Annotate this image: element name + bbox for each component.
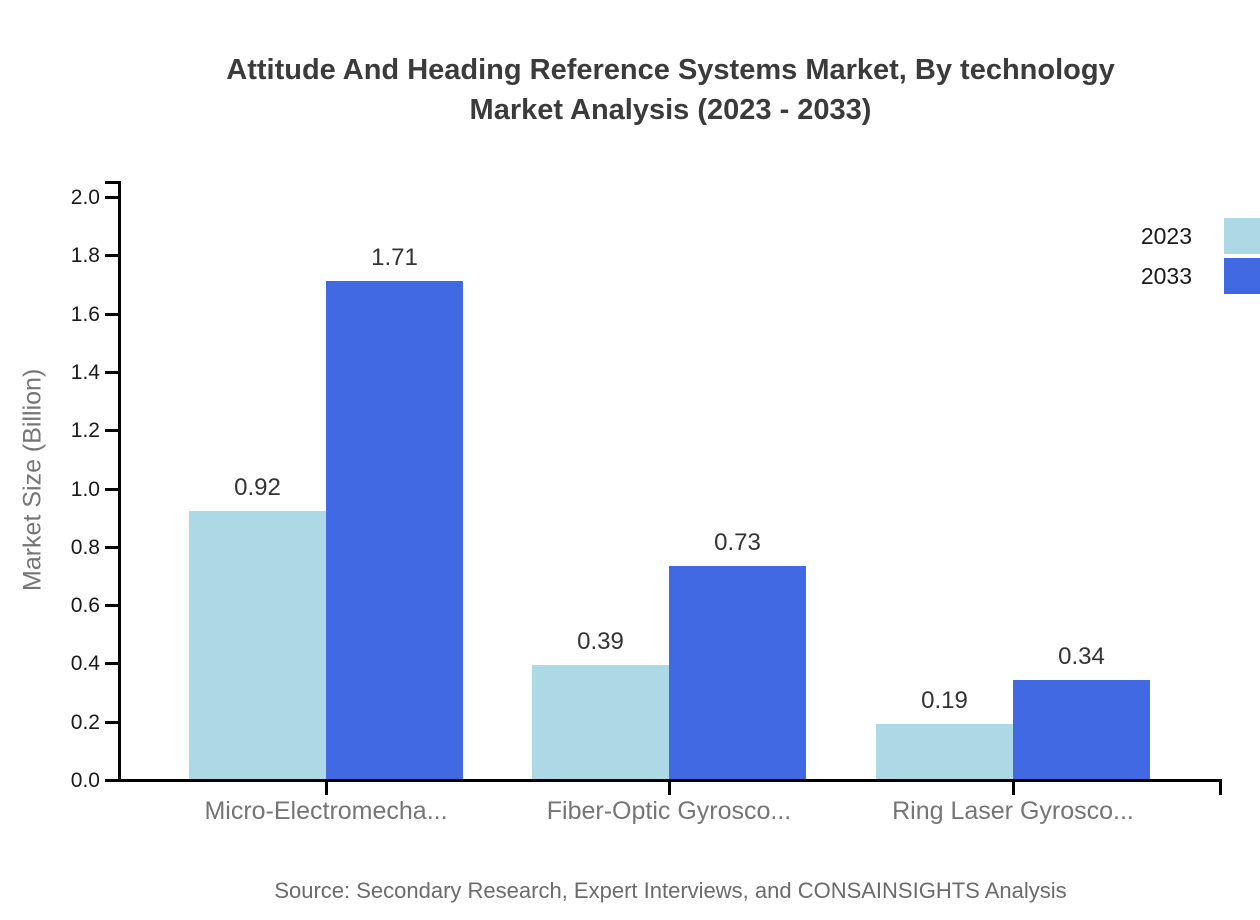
x-tick xyxy=(668,782,671,795)
y-tick-label: 2.0 xyxy=(70,186,100,209)
y-tick xyxy=(105,662,118,666)
y-tick-label: 1.2 xyxy=(70,419,100,443)
legend-entry-2033: 2033 xyxy=(1000,258,1260,294)
legend-swatch-2023 xyxy=(1224,218,1260,254)
y-tick-label: 1.8 xyxy=(70,244,100,268)
legend-entry-2023: 2023 xyxy=(1000,218,1260,254)
bar-value-label: 0.19 xyxy=(921,686,968,714)
y-tick-label: 0.0 xyxy=(70,769,100,792)
y-tick-label: 1.4 xyxy=(70,360,100,384)
category-label: Fiber-Optic Gyrosco... xyxy=(546,797,792,825)
source-note: Source: Secondary Research, Expert Inter… xyxy=(274,878,1067,903)
bar-2033 xyxy=(1013,679,1150,779)
y-axis-end-tick xyxy=(105,181,118,184)
bar-2023 xyxy=(532,665,669,779)
x-tick xyxy=(325,782,328,795)
chart-title: Attitude And Heading Reference Systems M… xyxy=(120,50,1221,130)
bar-2033 xyxy=(669,566,806,779)
y-tick xyxy=(105,720,118,724)
y-tick-label: 1.6 xyxy=(70,302,100,326)
chart-title-line2: Market Analysis (2023 - 2033) xyxy=(469,94,872,126)
y-tick xyxy=(105,196,118,199)
legend-label-2033: 2033 xyxy=(1140,262,1192,289)
y-tick-label: 0.2 xyxy=(70,710,100,734)
legend-label-2023: 2023 xyxy=(1140,222,1192,249)
bar-2023 xyxy=(876,723,1013,779)
y-tick-label: 0.4 xyxy=(70,652,100,676)
legend-swatch-2033 xyxy=(1224,258,1260,294)
y-tick xyxy=(105,370,118,374)
bar-2023 xyxy=(189,510,326,779)
y-tick xyxy=(105,429,118,433)
bar-2033 xyxy=(326,280,463,779)
chart-title-line1: Attitude And Heading Reference Systems M… xyxy=(226,54,1115,86)
bar-value-label: 0.73 xyxy=(714,529,761,557)
legend: 2023 2033 xyxy=(1000,218,1260,298)
y-tick-label: 0.8 xyxy=(70,535,100,559)
x-axis-line xyxy=(118,779,1222,782)
bar-value-label: 1.71 xyxy=(371,243,418,271)
y-tick xyxy=(105,779,118,782)
x-axis-end-tick xyxy=(1219,782,1222,795)
y-tick xyxy=(105,545,118,549)
category-label: Ring Laser Gyrosco... xyxy=(892,797,1134,825)
category-label: Micro-Electromecha... xyxy=(204,797,448,825)
y-tick-label: 1.0 xyxy=(70,477,100,501)
bar-value-label: 0.34 xyxy=(1058,642,1105,670)
bar-value-label: 0.39 xyxy=(577,628,624,656)
bar-value-label: 0.92 xyxy=(234,473,281,501)
x-tick xyxy=(1012,782,1015,795)
y-tick xyxy=(105,312,118,316)
y-tick xyxy=(105,604,118,608)
y-tick-label: 0.6 xyxy=(70,594,100,618)
y-tick xyxy=(105,487,118,491)
y-axis-line xyxy=(118,181,121,782)
y-tick xyxy=(105,254,118,258)
